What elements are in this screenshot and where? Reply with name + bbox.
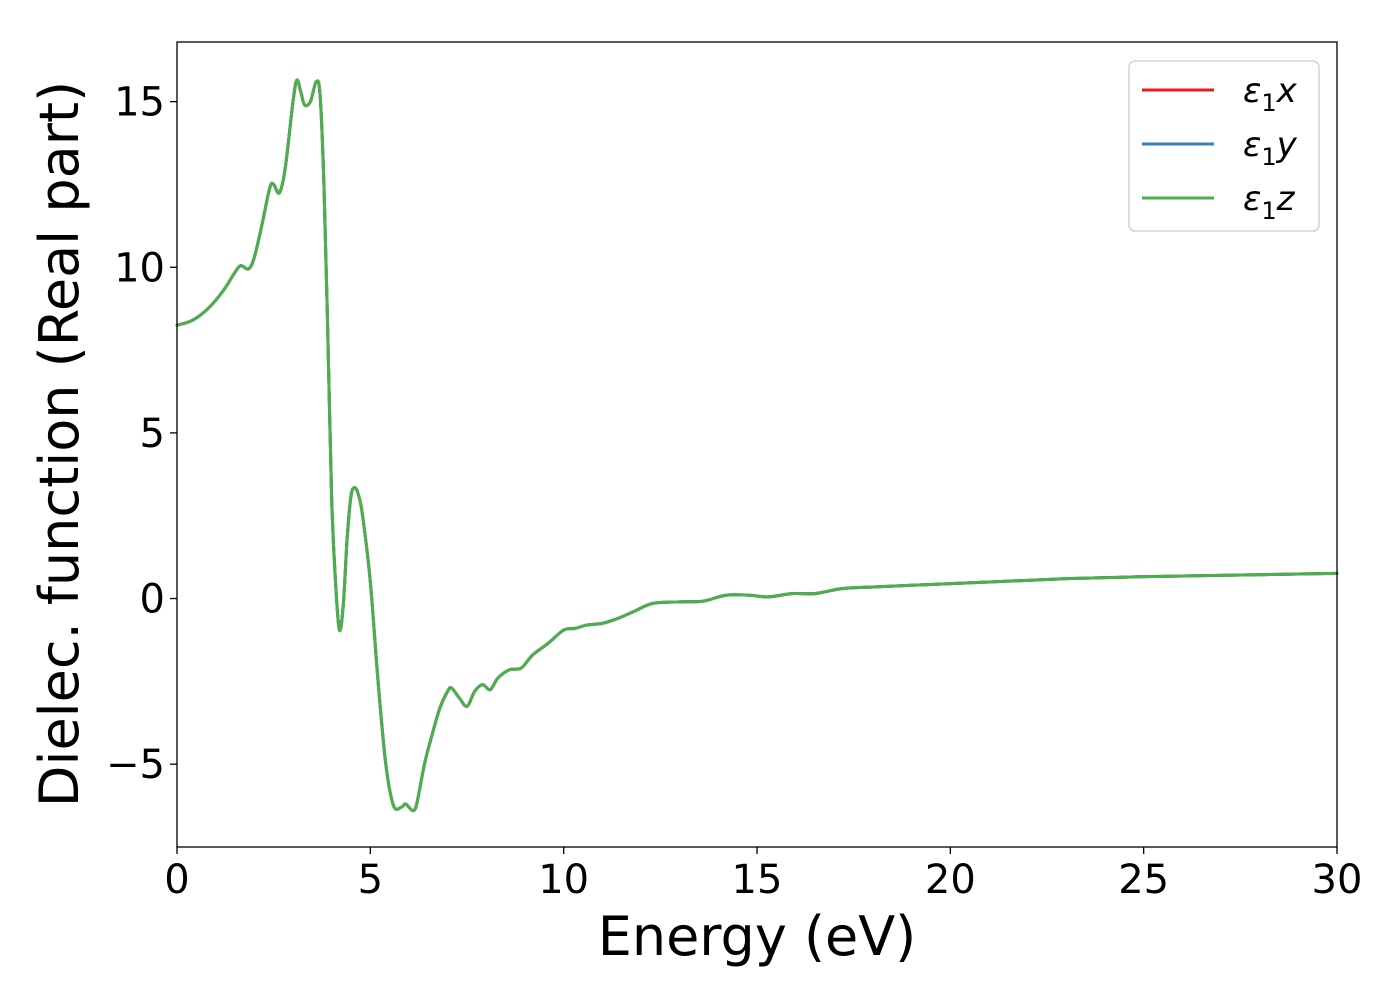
x-axis-title: Energy (eV) <box>598 905 917 968</box>
y-tick-label: 15 <box>114 80 165 126</box>
y-tick-label: −5 <box>106 742 165 788</box>
y-axis-title: Dielec. function (Real part) <box>28 81 91 807</box>
y-tick-label: 5 <box>140 411 165 457</box>
x-tick-label: 15 <box>732 857 783 903</box>
x-tick-label: 0 <box>164 857 189 903</box>
y-tick-label: 0 <box>140 577 165 623</box>
x-tick-label: 20 <box>925 857 976 903</box>
series-layer <box>175 78 1339 813</box>
legend-label: ε1x <box>1243 71 1298 117</box>
legend-label: ε1y <box>1243 125 1298 171</box>
series-line-ε1z <box>175 78 1339 813</box>
x-tick-label: 5 <box>358 857 383 903</box>
y-axis-ticks: −5 0 5 10 15 <box>106 80 177 788</box>
x-tick-label: 25 <box>1118 857 1169 903</box>
x-axis-ticks: 0 5 10 15 20 25 30 <box>164 847 1362 903</box>
legend-label: ε1z <box>1243 179 1296 225</box>
legend: ε1x ε1y ε1z <box>1128 60 1320 232</box>
plot-frame <box>176 41 1338 848</box>
x-tick-label: 30 <box>1312 857 1363 903</box>
x-tick-label: 10 <box>538 857 589 903</box>
y-tick-label: 10 <box>114 245 165 291</box>
legend-box <box>1128 60 1320 232</box>
